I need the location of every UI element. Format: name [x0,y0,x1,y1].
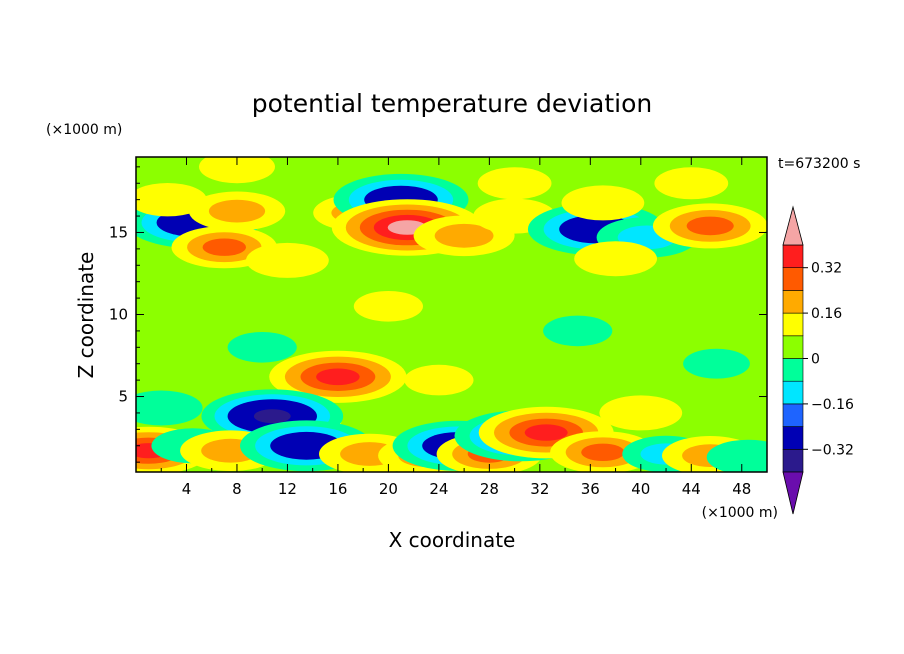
contour-anomaly [652,203,767,249]
y-axis-title: Z coordinate [74,252,98,379]
colorbar-swatch [782,290,804,314]
y-tick-label: 5 [118,388,128,406]
contour-band [683,348,750,379]
contour-anomaly [136,390,203,426]
contour-anomaly [246,242,329,278]
contour-band [208,199,266,223]
colorbar-extend-min [782,471,804,515]
x-tick-label: 24 [429,480,448,498]
colorbar-swatch [782,358,804,382]
contour-anomaly [136,183,207,217]
x-axis: 4 8 12 16 20 24 28 32 36 40 44 48 [160,157,751,498]
contour-anomaly [269,350,407,403]
y-tick-label: 15 [109,223,128,241]
colorbar: 0.32 0.16 0 −0.16 −0.32 [782,205,854,515]
contour-band [434,223,494,248]
colorbar-swatch [782,380,804,405]
y-tick-label: 10 [109,306,128,324]
contour-anomaly [706,439,767,472]
x-tick-label: 36 [581,480,600,498]
contour-band [524,424,568,441]
contour-band [706,439,767,472]
contour-band [253,409,291,424]
contour-anomaly [599,395,683,431]
colorbar-tick-label: −0.32 [811,442,854,458]
colorbar-tick-label: 0 [811,352,820,368]
contour-band [227,332,297,363]
x-tick-label: 28 [480,480,499,498]
contour-band [404,364,474,396]
contour-band [316,368,360,386]
contour-band [202,238,246,256]
x-tick-label: 4 [182,480,192,498]
x-tick-label: 20 [379,480,398,498]
contour-band [686,216,734,236]
contour-band [574,241,657,277]
colorbar-swatch [782,448,804,473]
colorbar-tick-label: 0.16 [811,306,842,322]
x-tick-label: 44 [682,480,701,498]
colorbar-swatch [782,426,804,450]
y-unit-label: (×1000 m) [46,122,122,138]
colorbar-swatch [782,267,804,291]
contour-band [599,395,683,431]
contour-anomaly [227,332,297,363]
colorbar-swatch [782,312,804,337]
contour-band [353,291,423,322]
contour-band [136,390,203,426]
contour-band [136,183,207,217]
contour-anomaly [561,185,645,221]
contour-anomaly [683,348,750,379]
x-tick-label: 8 [232,480,242,498]
contour-band [654,167,729,200]
contour-band [477,167,552,200]
contour-anomaly [404,364,474,396]
x-unit-label: (×1000 m) [702,505,778,521]
contour-band [561,185,645,221]
x-tick-label: 48 [732,480,751,498]
colorbar-swatch [782,335,804,359]
contour-band [199,157,275,184]
chart-title: potential temperature deviation [252,89,652,118]
y-axis: 5 10 15 [109,166,767,463]
time-label: t=673200 s [778,156,860,172]
contour-anomaly [543,315,613,347]
x-tick-label: 16 [328,480,347,498]
contour-anomaly [353,291,423,322]
contour-anomaly [477,167,552,200]
colorbar-extend-max [782,205,804,246]
colorbar-tick-label: 0.32 [811,261,842,277]
x-axis-title: X coordinate [389,528,516,552]
contour-band [246,242,329,278]
x-tick-label: 12 [278,480,297,498]
contour-anomaly [199,157,275,184]
contour-anomaly [574,241,657,277]
contour-anomaly [654,167,729,200]
contour-field [136,157,767,472]
contour-band [285,437,328,454]
colorbar-swatch [782,403,804,427]
colorbar-tick-label: −0.16 [811,397,854,413]
x-tick-label: 40 [631,480,650,498]
colorbar-swatch [782,244,804,269]
contour-anomaly [188,191,286,231]
x-tick-label: 32 [530,480,549,498]
contour-band [581,443,625,461]
contour-band [543,315,613,347]
